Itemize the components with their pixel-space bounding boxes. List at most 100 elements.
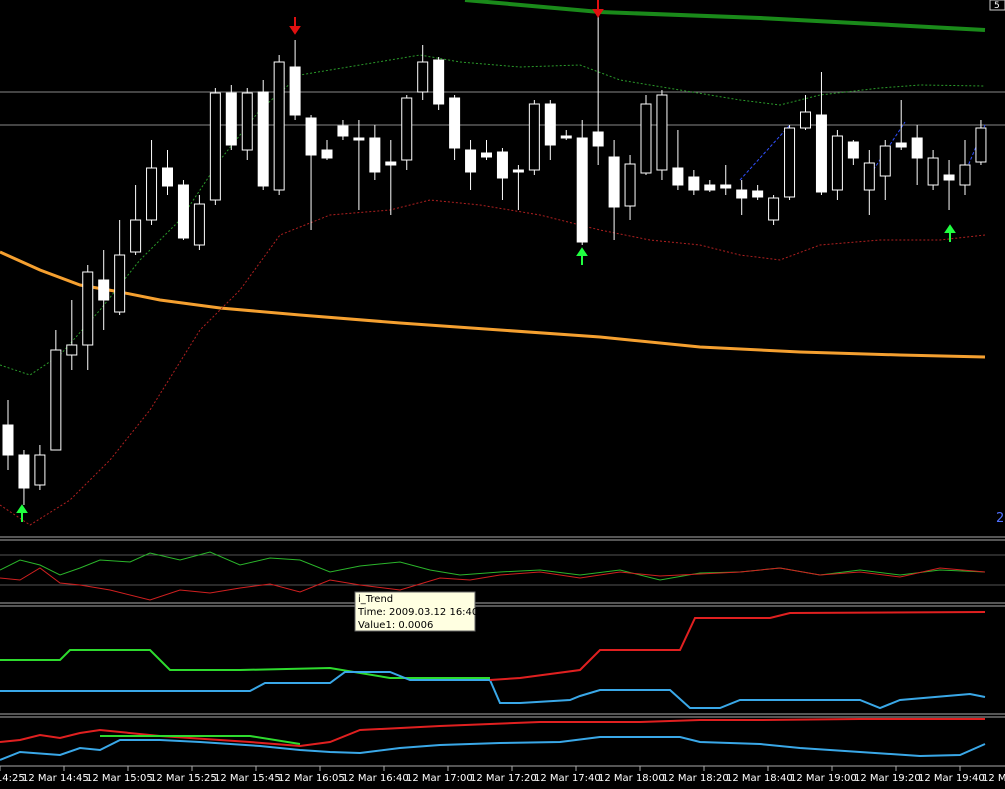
x-tick-label: 12 Mar 14:25 — [0, 773, 25, 784]
candle-body — [560, 135, 572, 139]
candle-body — [752, 190, 764, 198]
candle-body — [831, 135, 843, 191]
candle-body — [162, 167, 173, 187]
tooltip-title: i_Trend — [358, 594, 393, 605]
candle-body — [289, 66, 301, 116]
sell-arrow — [592, 0, 604, 18]
candle-body — [481, 152, 492, 158]
candle-body — [672, 167, 684, 186]
oscillator-red — [0, 567, 986, 601]
x-tick-label: 12 Mar 15:45 — [214, 773, 281, 784]
upper-band — [0, 54, 986, 376]
trend-red — [489, 611, 986, 681]
trend2-green — [100, 735, 301, 745]
candle-body — [114, 254, 126, 313]
candle-body — [241, 92, 253, 151]
candle-body — [18, 454, 30, 489]
buy-arrow — [944, 224, 956, 242]
candle-body — [257, 91, 269, 187]
candle-body — [225, 92, 237, 146]
trend-green — [0, 649, 490, 679]
candle-body — [895, 142, 907, 148]
candle-body — [417, 61, 429, 93]
candles — [2, 0, 987, 505]
candle-body — [82, 271, 94, 346]
candle-body — [98, 279, 110, 301]
candle-body — [959, 164, 971, 186]
candle-body — [273, 61, 285, 191]
slow-ma — [464, 0, 986, 32]
candle-body — [927, 157, 939, 186]
x-tick-label: 12 Mar 18:00 — [598, 773, 665, 784]
x-tick-label: 12 Mar 17:00 — [406, 773, 473, 784]
corner-box — [989, 0, 1005, 11]
x-tick-label: 12 Mar 19:20 — [854, 773, 921, 784]
candle-body — [640, 103, 652, 174]
candle-body — [879, 145, 891, 177]
candle-body — [608, 156, 620, 208]
candle-body — [592, 131, 604, 147]
candle-body — [401, 97, 413, 161]
candle-body — [736, 189, 748, 199]
corner-label: 5 — [994, 1, 1000, 11]
candle-body — [815, 114, 827, 193]
candle-body — [911, 137, 923, 159]
candle-body — [512, 169, 524, 173]
candle-body — [943, 174, 955, 181]
price-scale-label: 2 — [996, 511, 1004, 526]
x-tick-label: 12 Mar 14:45 — [22, 773, 89, 784]
candle-body — [130, 219, 142, 253]
tooltip-time: Time: 2009.03.12 16:40 — [357, 607, 478, 618]
trend2-red — [0, 718, 985, 748]
candle-body — [720, 184, 732, 189]
candle-body — [449, 97, 461, 149]
candle-body — [847, 141, 859, 159]
x-tick-label: 12 Mar 17:40 — [534, 773, 601, 784]
trend-line — [739, 124, 791, 181]
x-tick-label: 12 Mar 18:40 — [726, 773, 793, 784]
candle-body — [975, 127, 987, 163]
x-tick-label: 12 Mar 18:20 — [662, 773, 729, 784]
candle-body — [177, 184, 189, 239]
candle-body — [369, 137, 381, 173]
candle-body — [704, 184, 716, 191]
candle-body — [624, 163, 636, 207]
candle-body — [784, 127, 796, 198]
candle-body — [305, 117, 317, 156]
buy-arrow — [16, 504, 28, 522]
candle-body — [656, 94, 668, 171]
candle-body — [544, 103, 556, 146]
candle-body — [146, 167, 158, 221]
trend-blue — [0, 671, 986, 710]
candle-body — [353, 137, 365, 141]
candle-body — [800, 111, 811, 129]
candle-body — [34, 454, 46, 486]
x-tick-label: 12 Mar 16:05 — [278, 773, 345, 784]
candle-body — [337, 125, 349, 137]
candle-body — [688, 176, 700, 191]
x-tick-label: 12 Mar 20:00 — [982, 773, 1005, 784]
candle-body — [321, 149, 333, 159]
x-tick-label: 12 Mar 17:20 — [470, 773, 537, 784]
panel-separators — [0, 536, 1005, 767]
buy-arrows — [16, 224, 956, 522]
candle-body — [50, 349, 62, 451]
candle-body — [528, 103, 540, 171]
candle-body — [465, 149, 477, 173]
trend2-blue — [0, 736, 986, 761]
sell-arrows — [289, 0, 604, 35]
candle-body — [385, 161, 397, 166]
candle-body — [863, 162, 875, 191]
candle-body — [209, 92, 221, 201]
candle-body — [576, 137, 588, 243]
x-tick-label: 12 Mar 16:40 — [342, 773, 409, 784]
candle-body — [193, 203, 205, 246]
x-tick-label: 12 Mar 15:05 — [86, 773, 153, 784]
candle-body — [496, 151, 508, 179]
buy-arrow — [576, 247, 588, 265]
x-tick-label: 12 Mar 19:00 — [790, 773, 857, 784]
